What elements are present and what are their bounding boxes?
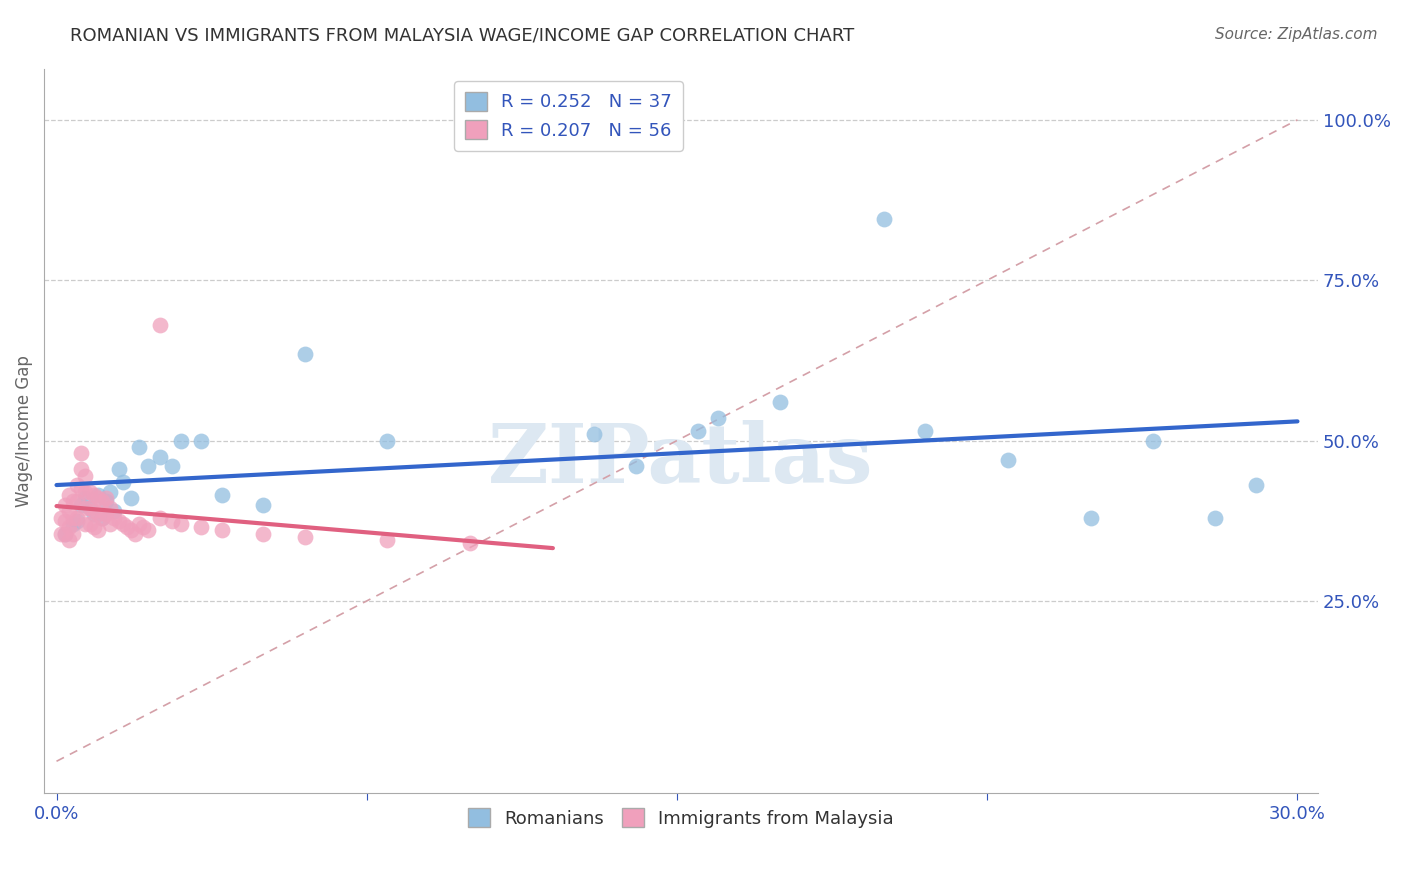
Point [1204, 510, 1226, 524]
Point [583, 427, 606, 442]
Point [87, 491, 110, 506]
Point [75, 516, 97, 531]
Point [149, 318, 172, 332]
Point [96, 494, 118, 508]
Point [75, 484, 97, 499]
Point [91, 510, 114, 524]
Point [914, 424, 936, 438]
Point [107, 462, 129, 476]
Point [62, 516, 84, 531]
Point [98, 500, 121, 515]
Point [87, 508, 110, 522]
Point [53, 526, 76, 541]
Point [294, 530, 316, 544]
Point [58, 533, 80, 547]
Point [169, 434, 191, 448]
Point [707, 411, 730, 425]
Point [111, 475, 134, 490]
Point [252, 526, 274, 541]
Point [169, 516, 191, 531]
Point [75, 468, 97, 483]
Point [87, 524, 110, 538]
Y-axis label: Wage/Income Gap: Wage/Income Gap [15, 355, 32, 507]
Point [66, 494, 89, 508]
Point [58, 520, 80, 534]
Point [107, 514, 129, 528]
Point [83, 520, 105, 534]
Text: ZIPatlas: ZIPatlas [488, 420, 875, 500]
Point [686, 424, 709, 438]
Point [252, 498, 274, 512]
Point [62, 526, 84, 541]
Point [377, 533, 399, 547]
Point [91, 494, 114, 508]
Point [79, 500, 101, 515]
Point [70, 482, 93, 496]
Point [66, 514, 89, 528]
Point [377, 434, 399, 448]
Point [162, 514, 184, 528]
Point [124, 526, 146, 541]
Point [49, 510, 72, 524]
Point [83, 508, 105, 522]
Point [98, 516, 121, 531]
Point [136, 524, 159, 538]
Point [128, 516, 150, 531]
Point [111, 516, 134, 531]
Text: ROMANIAN VS IMMIGRANTS FROM MALAYSIA WAGE/INCOME GAP CORRELATION CHART: ROMANIAN VS IMMIGRANTS FROM MALAYSIA WAG… [70, 27, 855, 45]
Point [128, 440, 150, 454]
Point [70, 462, 93, 476]
Point [75, 491, 97, 506]
Point [149, 450, 172, 464]
Point [79, 516, 101, 531]
Point [87, 488, 110, 502]
Point [458, 536, 481, 550]
Point [873, 212, 896, 227]
Point [49, 526, 72, 541]
Point [75, 500, 97, 515]
Point [103, 510, 125, 524]
Point [115, 520, 138, 534]
Point [53, 526, 76, 541]
Point [103, 504, 125, 518]
Point [211, 488, 233, 502]
Point [997, 452, 1019, 467]
Point [83, 504, 105, 518]
Point [79, 484, 101, 499]
Point [66, 478, 89, 492]
Point [1080, 510, 1102, 524]
Point [769, 395, 792, 409]
Point [120, 491, 142, 506]
Point [1142, 434, 1164, 448]
Point [83, 488, 105, 502]
Point [70, 446, 93, 460]
Point [96, 508, 118, 522]
Point [62, 510, 84, 524]
Point [132, 520, 155, 534]
Point [53, 498, 76, 512]
Point [120, 524, 142, 538]
Text: Source: ZipAtlas.com: Source: ZipAtlas.com [1215, 27, 1378, 42]
Point [58, 504, 80, 518]
Point [1244, 478, 1267, 492]
Point [294, 347, 316, 361]
Point [98, 484, 121, 499]
Point [96, 491, 118, 506]
Point [91, 510, 114, 524]
Point [58, 488, 80, 502]
Point [53, 514, 76, 528]
Point [70, 498, 93, 512]
Point [190, 520, 212, 534]
Point [624, 459, 647, 474]
Point [62, 494, 84, 508]
Legend: Romanians, Immigrants from Malaysia: Romanians, Immigrants from Malaysia [461, 801, 901, 835]
Point [162, 459, 184, 474]
Point [190, 434, 212, 448]
Point [211, 524, 233, 538]
Point [79, 500, 101, 515]
Point [136, 459, 159, 474]
Point [66, 510, 89, 524]
Point [149, 510, 172, 524]
